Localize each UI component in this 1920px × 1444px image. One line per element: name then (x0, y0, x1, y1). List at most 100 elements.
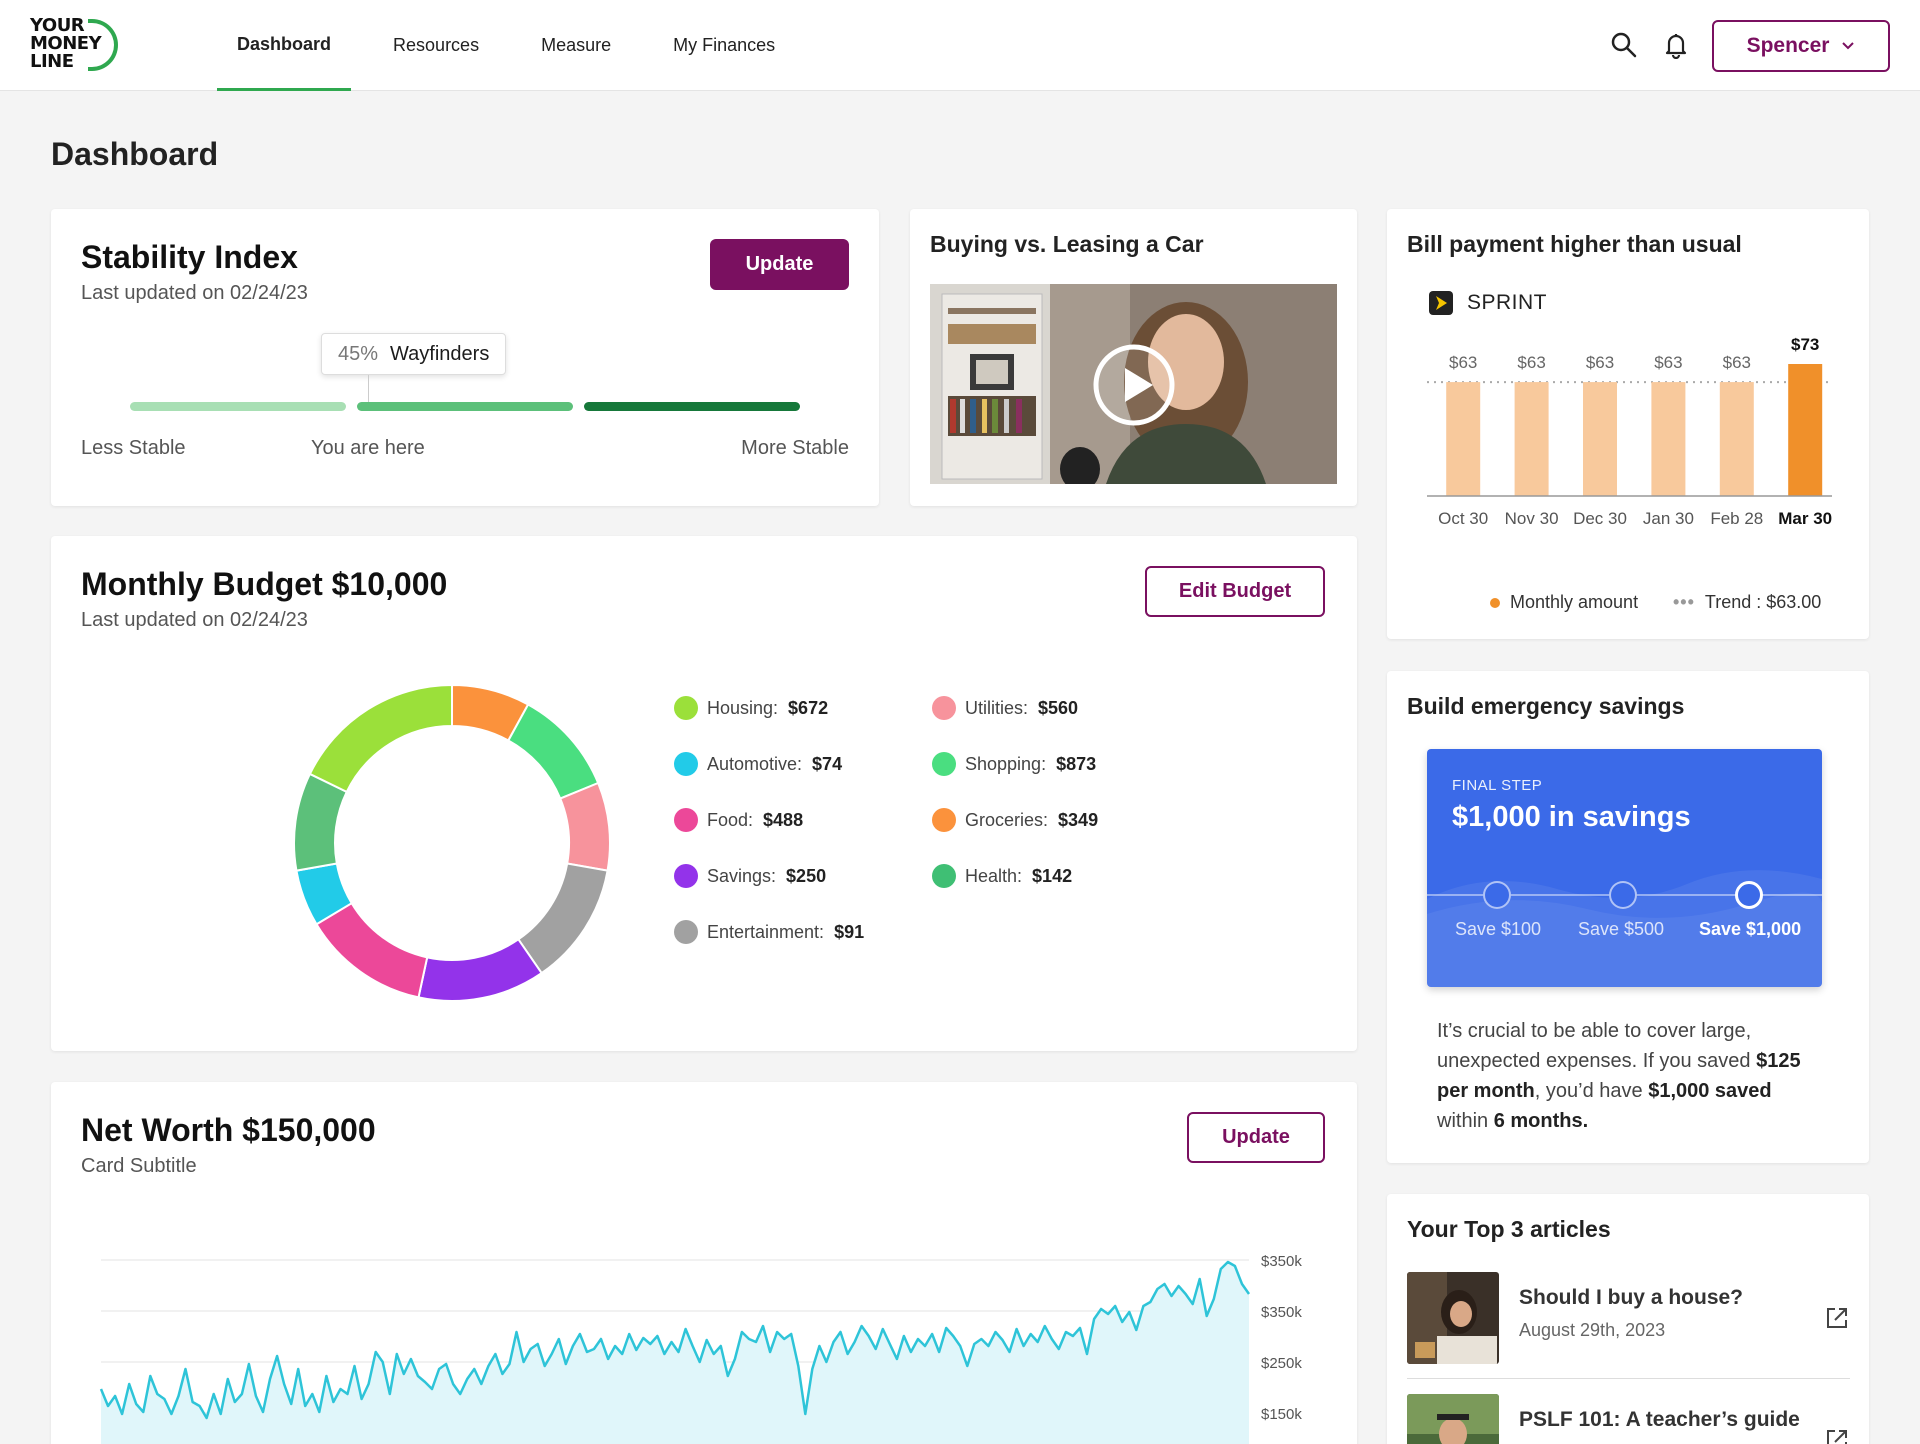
legend-groceries: Groceries: $349 (932, 808, 1098, 832)
article-item[interactable]: PSLF 101: A teacher’s guide (1407, 1394, 1850, 1444)
external-link-icon[interactable] (1824, 1427, 1850, 1444)
stability-group: Wayfinders (390, 342, 490, 365)
shopping-dot-icon (932, 752, 956, 776)
top-articles-card: Your Top 3 articles Should I buy a house… (1387, 1194, 1869, 1444)
bill-title: Bill payment higher than usual (1407, 231, 1742, 257)
article-item[interactable]: Should I buy a house? August 29th, 2023 (1407, 1272, 1850, 1392)
bill-value-label: $63 (1449, 353, 1477, 372)
stability-title: Stability Index (81, 239, 298, 275)
bell-icon[interactable] (1662, 31, 1690, 59)
bill-category-label: Dec 30 (1573, 509, 1627, 528)
top-header: YOUR MONEY LINE Dashboard Resources Meas… (0, 0, 1920, 91)
donut-slice (516, 862, 609, 975)
desc-bold: 6 months. (1493, 1110, 1589, 1132)
bill-category-label: Jan 30 (1643, 509, 1694, 528)
legend-value: $560 (1038, 697, 1079, 718)
bill-bar (1514, 382, 1549, 496)
article-title[interactable]: Should I buy a house? (1519, 1286, 1744, 1309)
nav-resources[interactable]: Resources (393, 35, 480, 55)
brand-logo[interactable]: YOUR MONEY LINE (30, 17, 120, 75)
logo-line-2: MONEY (30, 33, 102, 54)
legend-label: Housing: (707, 697, 779, 718)
bill-bar (1788, 364, 1823, 496)
bill-bar (1446, 382, 1481, 496)
legend-savings: Savings: $250 (674, 864, 826, 888)
savings-dot-icon (674, 864, 698, 888)
user-name: Spencer (1746, 34, 1830, 57)
y-tick-label: $350k (1261, 1253, 1302, 1270)
nav-measure[interactable]: Measure (541, 35, 612, 55)
less-stable-label: Less Stable (81, 437, 186, 459)
y-tick-label: $350k (1261, 1304, 1302, 1321)
article-title[interactable]: PSLF 101: A teacher’s guide (1519, 1408, 1800, 1431)
bill-payment-card: Bill payment higher than usual SPRINT $6… (1387, 209, 1869, 639)
groceries-dot-icon (932, 808, 956, 832)
legend-health: Health: $142 (932, 864, 1072, 888)
legend-label: Entertainment: (707, 921, 825, 942)
legend-value: $74 (812, 753, 843, 774)
housing-dot-icon (674, 696, 698, 720)
legend-value: $349 (1058, 809, 1099, 830)
entertainment-dot-icon (674, 920, 698, 944)
automotive-dot-icon (674, 752, 698, 776)
legend-shopping: Shopping: $873 (932, 752, 1096, 776)
more-stable-label: More Stable (741, 437, 849, 459)
legend-value: $672 (788, 697, 829, 718)
step-1-marker (1483, 881, 1511, 909)
bill-category-label: Mar 30 (1778, 509, 1832, 528)
stability-percent: 45% (338, 342, 379, 365)
networth-area-chart: $350k$350k$250k$150k$50k (99, 1253, 1302, 1444)
article-thumbnail (1407, 1394, 1499, 1444)
donut-slice (507, 703, 600, 800)
bill-category-label: Oct 30 (1438, 509, 1488, 528)
step-2-marker (1609, 881, 1637, 909)
emergency-savings-card: Build emergency savings FINAL STEP $1,00… (1387, 671, 1869, 1163)
savings-wave (1427, 870, 1822, 987)
video-player[interactable] (930, 284, 1337, 484)
trend-dots-icon: ••• (1673, 592, 1695, 612)
networth-update-button[interactable]: Update (1187, 1112, 1325, 1163)
monthly-budget-card: Monthly Budget $10,000 Last updated on 0… (51, 536, 1357, 1051)
play-icon[interactable] (1093, 344, 1175, 426)
legend-trend: ••• Trend : $63.00 (1673, 592, 1821, 613)
monthly-dot-icon (1490, 597, 1500, 608)
video-card: Buying vs. Leasing a Car (910, 209, 1357, 506)
page-title: Dashboard (51, 136, 219, 172)
networth-title: Net Worth $150,000 (81, 1112, 376, 1148)
legend-label: Shopping: (965, 753, 1047, 774)
step-1-label: Save $100 (1455, 919, 1542, 939)
bill-value-label: $73 (1791, 335, 1819, 354)
stability-update-button[interactable]: Update (710, 239, 849, 290)
nav-dashboard[interactable]: Dashboard (217, 0, 352, 91)
budget-title: Monthly Budget $10,000 (81, 566, 448, 602)
sprint-logo-icon (1429, 291, 1453, 315)
logo-line-3: LINE (30, 51, 74, 72)
legend-label: Utilities: (965, 697, 1029, 718)
donut-slice (315, 901, 429, 999)
external-link-icon[interactable] (1824, 1305, 1850, 1331)
bill-bar (1651, 382, 1686, 496)
networth-line (99, 1260, 1251, 1420)
nav-my-finances[interactable]: My Finances (673, 35, 776, 55)
bill-value-label: $63 (1586, 353, 1614, 372)
legend-value: $142 (1032, 865, 1073, 886)
legend-monthly: Monthly amount (1490, 592, 1638, 613)
health-dot-icon (932, 864, 956, 888)
edit-budget-button[interactable]: Edit Budget (1145, 566, 1325, 617)
budget-donut-chart (293, 683, 611, 1002)
stability-segment-low (130, 402, 346, 411)
legend-food: Food: $488 (674, 808, 803, 832)
savings-progress-panel: FINAL STEP $1,000 in savings Save $100 S… (1427, 749, 1822, 987)
legend-label: Automotive: (707, 753, 803, 774)
legend-value: $91 (834, 921, 865, 942)
user-menu-button[interactable]: Spencer (1712, 20, 1890, 72)
donut-slice (558, 781, 611, 872)
main-nav: Dashboard Resources Measure My Finances (217, 0, 817, 91)
budget-updated: Last updated on 02/24/23 (81, 609, 308, 631)
donut-slice (308, 683, 453, 794)
legend-value: $488 (763, 809, 804, 830)
search-icon[interactable] (1610, 31, 1638, 59)
legend-label: Savings: (707, 865, 777, 886)
video-thumbnail (930, 284, 1337, 484)
legend-monthly-label: Monthly amount (1510, 592, 1639, 612)
